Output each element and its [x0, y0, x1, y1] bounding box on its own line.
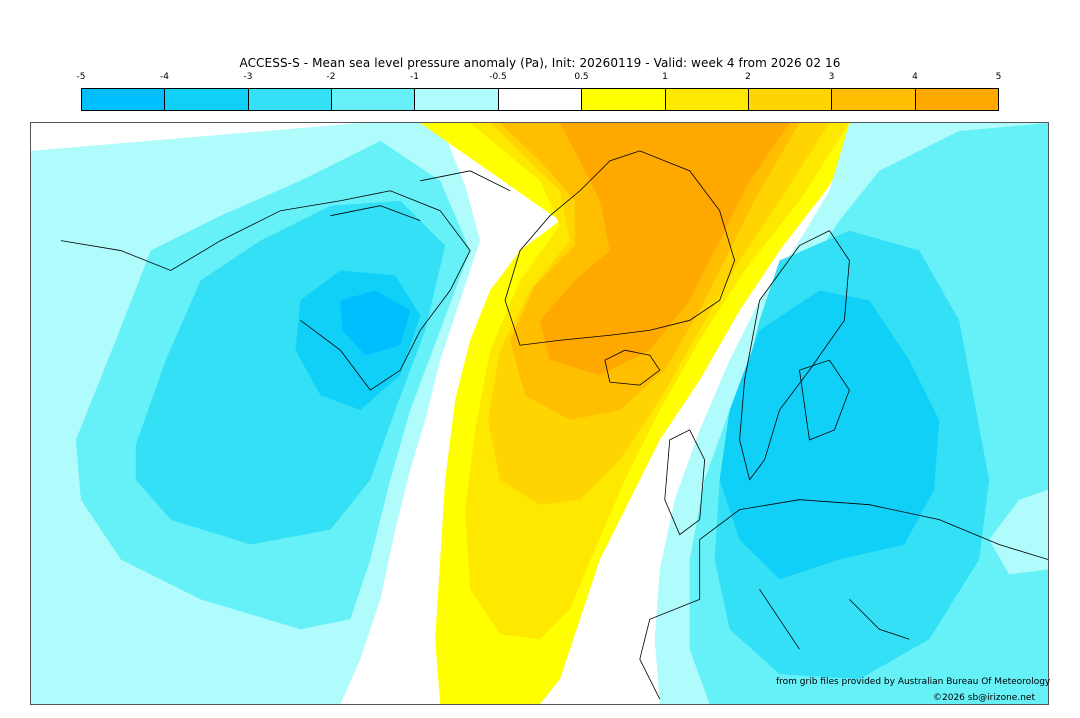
legend-colorbar: [81, 88, 999, 111]
map-frame[interactable]: [30, 122, 1049, 705]
copyright-credit: ©2026 sb@irizone.net: [933, 693, 1035, 703]
legend-swatch: [915, 89, 998, 110]
legend-tick: 0.5: [574, 72, 589, 82]
anomaly-band-east-secondary: [989, 489, 1048, 575]
data-source-credit: from grib files provided by Australian B…: [776, 677, 1051, 687]
legend-swatch: [498, 89, 583, 110]
legend-swatch: [248, 89, 333, 110]
legend-tick: -5: [76, 72, 86, 82]
legend-tick: -0.5: [489, 72, 507, 82]
anomaly-map: [31, 123, 1048, 704]
legend-tick: 5: [995, 72, 1002, 82]
coastline-iceland: [604, 349, 661, 386]
map-title: ACCESS-S - Mean sea level pressure anoma…: [239, 56, 841, 70]
legend-swatch: [332, 89, 416, 110]
legend-tick: -3: [243, 72, 253, 82]
coastline-scandinavia: [739, 230, 850, 481]
coastline-arctic-islands: [330, 170, 511, 222]
coastline-canada: [60, 190, 471, 391]
legend-tick: -1: [410, 72, 419, 82]
legend-swatch: [748, 89, 833, 110]
anomaly-band-east-core: [719, 290, 940, 580]
legend-swatch: [582, 89, 666, 110]
legend-swatch: [415, 89, 499, 110]
legend-swatch: [665, 89, 749, 110]
anomaly-band-central-core: [539, 123, 790, 376]
coastline-baltic: [799, 359, 850, 441]
legend-tick: -4: [160, 72, 169, 82]
legend-tick: -2: [326, 72, 336, 82]
coastline-british-isles: [664, 429, 706, 536]
legend-tick: 4: [912, 72, 918, 82]
legend-tick: 3: [828, 72, 835, 82]
legend-swatch: [165, 89, 249, 110]
coastline-europe-mainland: [639, 499, 1048, 700]
anomaly-band-west-peak: [340, 290, 411, 356]
legend-tick: 2: [745, 72, 751, 82]
coastlines: [60, 150, 1048, 700]
legend-tick: 1: [662, 72, 668, 82]
legend-swatch: [832, 89, 916, 110]
coastline-greenland: [504, 150, 736, 346]
legend-swatch: [82, 89, 166, 110]
